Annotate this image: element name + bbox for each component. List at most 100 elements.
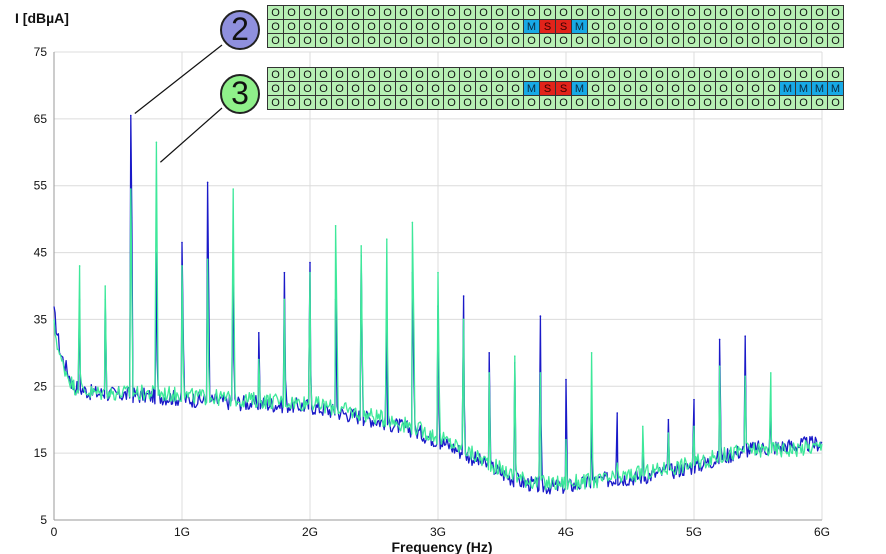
- peak-point: [206, 258, 209, 261]
- pin-cell: O: [379, 67, 396, 82]
- chart-ticks: 5 15 25 35 45 55 65 75 0 1G 2G 3G 4G 5G 6G: [34, 45, 830, 539]
- pin-cell: O: [491, 19, 508, 34]
- pin-cell: O: [283, 5, 300, 20]
- peak-point: [78, 265, 81, 267]
- pin-cell: O: [507, 5, 524, 20]
- pin-cell: O: [299, 67, 316, 82]
- pin-cell: O: [347, 19, 364, 34]
- pin-cell: O: [315, 67, 332, 82]
- pin-cell: O: [363, 33, 380, 48]
- pin-cell: O: [587, 95, 604, 110]
- pin-cell: O: [763, 19, 780, 34]
- pin-cell: O: [331, 67, 348, 82]
- pin-cell: O: [491, 67, 508, 82]
- pin-cell: O: [411, 95, 428, 110]
- x-tick-label: 4G: [558, 525, 574, 539]
- pin-cell: M: [811, 81, 828, 96]
- pin-cell: M: [779, 81, 796, 96]
- pin-cell: O: [811, 33, 828, 48]
- peak-point: [667, 418, 670, 421]
- x-tick-label: 6G: [814, 525, 830, 539]
- pin-cell: O: [571, 5, 588, 20]
- pin-cell: M: [571, 19, 588, 34]
- pin-cell: O: [283, 33, 300, 48]
- y-axis-label: I [dBµA]: [15, 10, 69, 26]
- pin-cell: O: [827, 5, 844, 20]
- pin-cell: O: [651, 5, 668, 20]
- pin-cell: O: [699, 95, 716, 110]
- pin-cell: O: [715, 33, 732, 48]
- pin-cell: O: [619, 19, 636, 34]
- pin-cell: O: [475, 67, 492, 82]
- pin-cell: O: [635, 95, 652, 110]
- pin-cell: O: [635, 5, 652, 20]
- pin-cell: O: [827, 67, 844, 82]
- pin-cell: O: [411, 81, 428, 96]
- pin-cell: O: [635, 19, 652, 34]
- pin-cell: O: [379, 19, 396, 34]
- pin-cell: O: [363, 19, 380, 34]
- y-tick-label: 55: [34, 179, 48, 193]
- pin-cell: O: [507, 67, 524, 82]
- pin-cell: O: [715, 95, 732, 110]
- pin-cell: O: [459, 33, 476, 48]
- pin-cell: O: [731, 67, 748, 82]
- pin-cell: O: [315, 5, 332, 20]
- pin-cell: O: [443, 19, 460, 34]
- pin-cell: O: [683, 19, 700, 34]
- pin-cell: O: [347, 67, 364, 82]
- peak-point: [232, 188, 234, 190]
- pin-cell: O: [731, 19, 748, 34]
- leader-line-2: [134, 44, 223, 114]
- pin-cell: O: [523, 5, 540, 20]
- pin-cell: O: [683, 5, 700, 20]
- peak-point: [718, 338, 721, 341]
- pin-cell: O: [811, 95, 828, 110]
- pin-cell: O: [763, 5, 780, 20]
- pin-cell: O: [267, 95, 284, 110]
- pin-cell: O: [539, 5, 556, 20]
- pin-cell: O: [347, 95, 364, 110]
- pin-cell: O: [779, 95, 796, 110]
- x-axis-label: Frequency (Hz): [391, 539, 492, 554]
- pin-cell: O: [299, 19, 316, 34]
- pin-cell: O: [619, 95, 636, 110]
- peak-point: [616, 412, 618, 414]
- pin-cell: S: [539, 81, 556, 96]
- pin-cell: O: [267, 81, 284, 96]
- pin-cell: O: [395, 67, 412, 82]
- pin-cell: O: [331, 5, 348, 20]
- pin-cell: O: [459, 5, 476, 20]
- pin-cell: O: [667, 19, 684, 34]
- pin-cell: O: [315, 33, 332, 48]
- peak-point: [309, 261, 311, 264]
- peak-point: [693, 398, 695, 401]
- pin-cell: O: [587, 19, 604, 34]
- pin-cell: O: [603, 5, 620, 20]
- y-tick-label: 35: [34, 312, 48, 326]
- pin-cell: O: [395, 95, 412, 110]
- pin-cell: O: [683, 81, 700, 96]
- peak-point: [590, 352, 593, 354]
- pin-cell: S: [555, 81, 572, 96]
- pin-cell: O: [523, 95, 540, 110]
- pin-cell: O: [683, 67, 700, 82]
- pin-cell: O: [299, 5, 316, 20]
- pin-cell: O: [491, 95, 508, 110]
- peak-point: [539, 372, 542, 374]
- pin-cell: O: [267, 5, 284, 20]
- pin-cell: O: [603, 19, 620, 34]
- pin-cell: O: [635, 81, 652, 96]
- peak-point: [258, 358, 260, 361]
- pin-cell: O: [603, 33, 620, 48]
- pin-cell: O: [347, 5, 364, 20]
- peak-point: [462, 295, 465, 297]
- peak-point: [181, 241, 183, 244]
- pin-cell: O: [331, 81, 348, 96]
- peak-point: [488, 352, 491, 354]
- peak-point: [411, 221, 414, 224]
